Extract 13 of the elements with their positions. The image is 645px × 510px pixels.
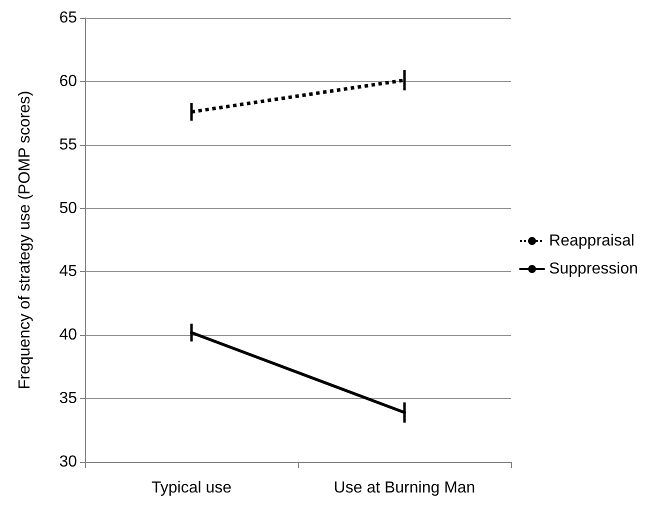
x-tick-label: Typical use	[151, 480, 232, 496]
legend-label: Suppression	[549, 260, 638, 278]
y-tick-label: 30	[59, 454, 78, 470]
y-tick-label: 35	[59, 390, 78, 408]
y-axis-title: Frequency of strategy use (POMP scores)	[16, 90, 34, 390]
y-tick-label: 45	[59, 263, 78, 280]
y-tick-label: 60	[59, 72, 78, 90]
y-tick-label: 65	[59, 10, 78, 26]
x-tick-label: Use at Burning Man	[334, 480, 476, 496]
y-tick-label: 40	[59, 326, 78, 344]
y-tick-label: 50	[59, 200, 78, 217]
y-tick-label: 55	[59, 136, 78, 154]
legend-label: Reappraisal	[549, 232, 634, 250]
